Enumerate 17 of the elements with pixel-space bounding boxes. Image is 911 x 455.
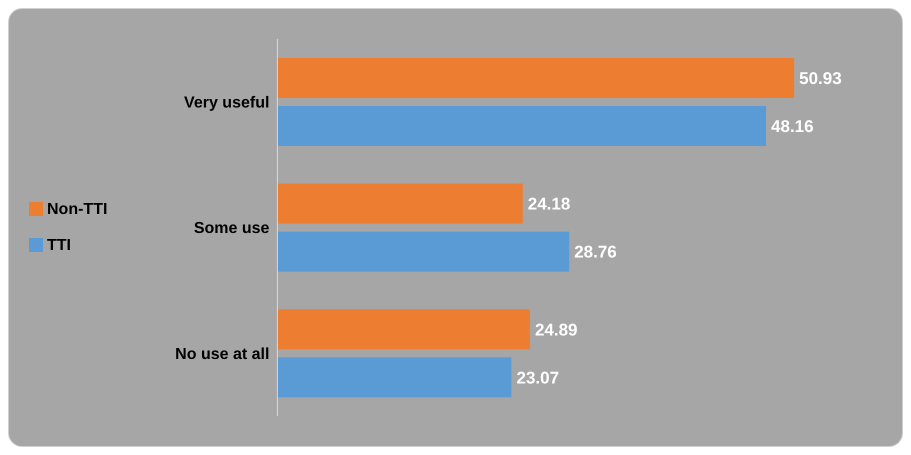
bar	[277, 106, 766, 146]
bar	[277, 232, 570, 272]
legend-label: TTI	[47, 236, 71, 254]
y-tick-label: Some use	[194, 220, 270, 238]
legend-label: Non-TTI	[47, 200, 108, 218]
data-label: 28.76	[574, 242, 617, 262]
data-label: 24.18	[528, 194, 570, 214]
bar	[277, 184, 523, 224]
data-label: 23.07	[516, 368, 560, 388]
data-label: 24.89	[534, 320, 578, 340]
y-tick-label: Very useful	[184, 94, 270, 112]
bar	[277, 58, 794, 98]
data-label: 48.16	[771, 117, 814, 136]
y-tick-label: No use at all	[175, 346, 270, 363]
bar	[277, 309, 530, 350]
data-label: 50.93	[799, 69, 842, 88]
bar	[277, 357, 512, 398]
